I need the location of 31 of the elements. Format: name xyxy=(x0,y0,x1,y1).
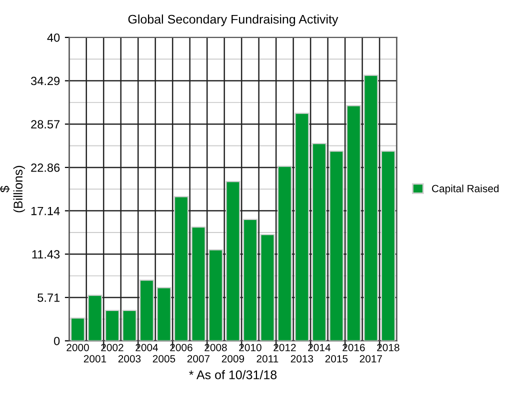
y-tick-label: 34.29 xyxy=(31,76,60,86)
x-tick-label: 2013 xyxy=(290,355,314,362)
x-tick-label: 2014 xyxy=(308,344,330,352)
y-tick-label: 17.14 xyxy=(31,206,60,216)
y-tick-label: 40 xyxy=(47,33,60,42)
x-tick-label: 2009 xyxy=(222,355,244,362)
y-tick-label: 11.43 xyxy=(32,250,60,259)
y-tick-label: 0 xyxy=(54,336,60,346)
x-axis-title: * As of 10/31/18 xyxy=(189,370,277,380)
x-tick-label: 2007 xyxy=(187,355,210,362)
y-tick-label: 28.57 xyxy=(31,120,60,129)
x-tick-label: 2004 xyxy=(136,344,158,352)
legend-label: Capital Raised xyxy=(432,184,499,194)
x-tick-label: 2010 xyxy=(239,344,262,352)
y-tick-label: 5.71 xyxy=(38,294,60,302)
x-tick-label: 2000 xyxy=(66,344,89,352)
y-tick-label: 22.86 xyxy=(31,163,60,172)
x-tick-label: 2003 xyxy=(118,355,141,362)
x-tick-label: 2015 xyxy=(325,355,348,362)
y-axis-title: $ (Billions) xyxy=(0,166,25,212)
x-tick-label: 2002 xyxy=(101,344,124,352)
x-tick-label: 2011 xyxy=(256,355,278,362)
x-tick-label: 2018 xyxy=(377,344,400,352)
x-tick-label: 2012 xyxy=(274,344,296,352)
x-tick-label: 2006 xyxy=(170,344,192,352)
x-tick-label: 2001 xyxy=(84,355,106,362)
x-tick-label: 2005 xyxy=(152,355,176,362)
x-tick-label: 2016 xyxy=(342,344,365,352)
chart-title: Global Secondary Fundraising Activity xyxy=(128,14,338,26)
x-tick-label: 2008 xyxy=(204,344,227,352)
x-tick-label: 2017 xyxy=(360,355,382,362)
